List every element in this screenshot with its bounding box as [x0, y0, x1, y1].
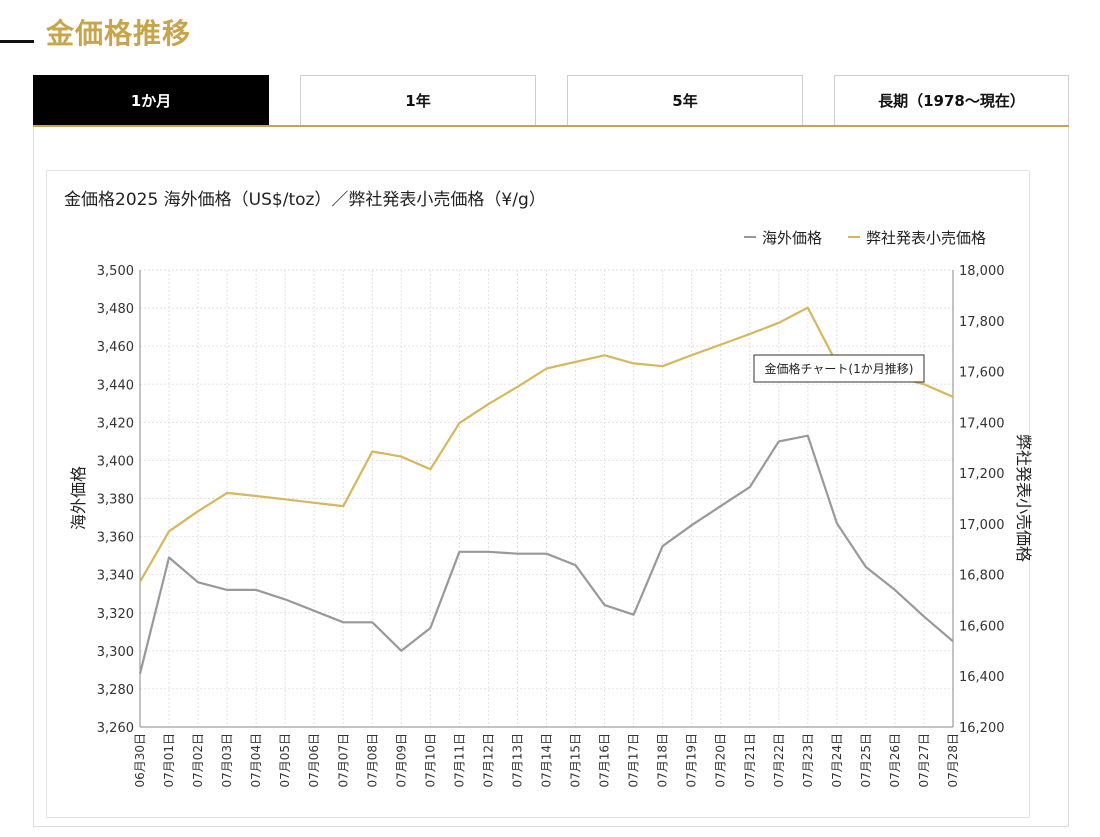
x-tick-label: 07月12日 [481, 733, 495, 788]
y-tick-left: 3,480 [97, 302, 134, 317]
y-tick-right: 16,200 [959, 721, 1005, 736]
section-header: 金価格推移 [0, 8, 600, 50]
y-tick-left: 3,500 [97, 264, 134, 279]
x-tick-label: 07月24日 [830, 733, 844, 788]
x-tick-label: 07月25日 [859, 733, 873, 788]
y-tick-left: 3,300 [97, 645, 134, 660]
legend: 海外価格 弊社発表小売価格 [744, 229, 986, 247]
x-tick-label: 07月15日 [569, 733, 583, 788]
axes: 3,260 3,280 3,300 3,320 3,340 3,360 3,380 3,400… [97, 264, 1005, 788]
x-tick-label: 07月13日 [510, 733, 524, 788]
y-tick-right: 18,000 [959, 264, 1005, 279]
grid [139, 269, 954, 728]
x-tick-label: 07月07日 [336, 733, 350, 788]
tooltip-text: 金価格チャート(1か月推移) [765, 361, 914, 376]
x-tick-label: 07月09日 [394, 733, 408, 788]
y-tick-right: 17,000 [959, 518, 1005, 533]
x-tick-label: 07月23日 [801, 733, 815, 788]
series-layer [138, 306, 954, 674]
title-accent-bar [0, 40, 34, 43]
tooltip-box [753, 354, 925, 383]
tooltip: 金価格チャート(1か月推移) [753, 354, 925, 383]
x-tick-label: 07月22日 [772, 733, 786, 788]
x-tick-label: 07月05日 [278, 733, 292, 788]
y-tick-left: 3,360 [97, 531, 134, 546]
x-tick-label: 07月19日 [685, 733, 699, 788]
x-tick-label: 07月11日 [452, 733, 466, 788]
y-tick-right: 17,800 [959, 315, 1005, 330]
y-tick-right: 16,600 [959, 619, 1005, 634]
tab-1-month[interactable]: 1か月 [33, 75, 269, 125]
y-tick-left: 3,380 [97, 493, 134, 508]
y-tick-left: 3,440 [97, 378, 134, 393]
tab-1-year[interactable]: 1年 [300, 75, 536, 125]
y-axis-right-label: 弊社発表小売価格 [1014, 434, 1033, 562]
series-line-retail [139, 306, 954, 583]
y-tick-right: 16,400 [959, 670, 1005, 685]
y-tick-left: 3,400 [97, 454, 134, 469]
y-tick-left: 3,340 [97, 569, 134, 584]
series-line-overseas [138, 434, 954, 674]
x-tick-label: 07月01日 [162, 733, 176, 788]
y-tick-right: 17,200 [959, 467, 1005, 482]
tab-5-years[interactable]: 5年 [567, 75, 803, 125]
x-tick-label: 07月03日 [220, 733, 234, 788]
x-tick-label: 07月27日 [917, 733, 931, 788]
x-tick-label: 07月28日 [946, 733, 960, 788]
y-tick-left: 3,460 [97, 340, 134, 355]
x-tick-label: 07月02日 [191, 733, 205, 788]
y-tick-left: 3,320 [97, 607, 134, 622]
x-tick-label: 07月08日 [365, 733, 379, 788]
x-tick-label: 06月30日 [133, 733, 147, 788]
x-tick-label: 07月17日 [627, 733, 641, 788]
y-tick-right: 16,800 [959, 569, 1005, 584]
y-tick-right: 17,600 [959, 366, 1005, 381]
x-tick-label: 07月14日 [540, 733, 554, 788]
period-tabs: 1か月 1年 5年 長期（1978～現在） [33, 75, 1069, 127]
y-tick-left: 3,280 [97, 683, 134, 698]
x-tick-label: 07月10日 [423, 733, 437, 788]
legend-label-overseas[interactable]: 海外価格 [762, 229, 822, 247]
y-axis-left-label: 海外価格 [69, 466, 88, 530]
x-tick-label: 07月20日 [714, 733, 728, 788]
x-tick-label: 07月21日 [743, 733, 757, 788]
x-tick-label: 07月16日 [598, 733, 612, 788]
x-tick-label: 07月18日 [656, 733, 670, 788]
x-tick-label: 07月26日 [888, 733, 902, 788]
tab-long-term[interactable]: 長期（1978～現在） [834, 75, 1069, 125]
x-tick-label: 07月06日 [307, 733, 321, 788]
section-title: 金価格推移 [46, 17, 192, 50]
legend-label-retail[interactable]: 弊社発表小売価格 [866, 229, 986, 247]
tabs-underline [33, 125, 1069, 127]
chart-title: 金価格2025 海外価格（US$/toz）／弊社発表小売価格（¥/g） [64, 190, 546, 210]
y-tick-right: 17,400 [959, 416, 1005, 431]
x-tick-label: 07月04日 [249, 733, 263, 788]
y-tick-left: 3,420 [97, 416, 134, 431]
chart-panel [33, 127, 1069, 827]
y-tick-left: 3,260 [97, 721, 134, 736]
